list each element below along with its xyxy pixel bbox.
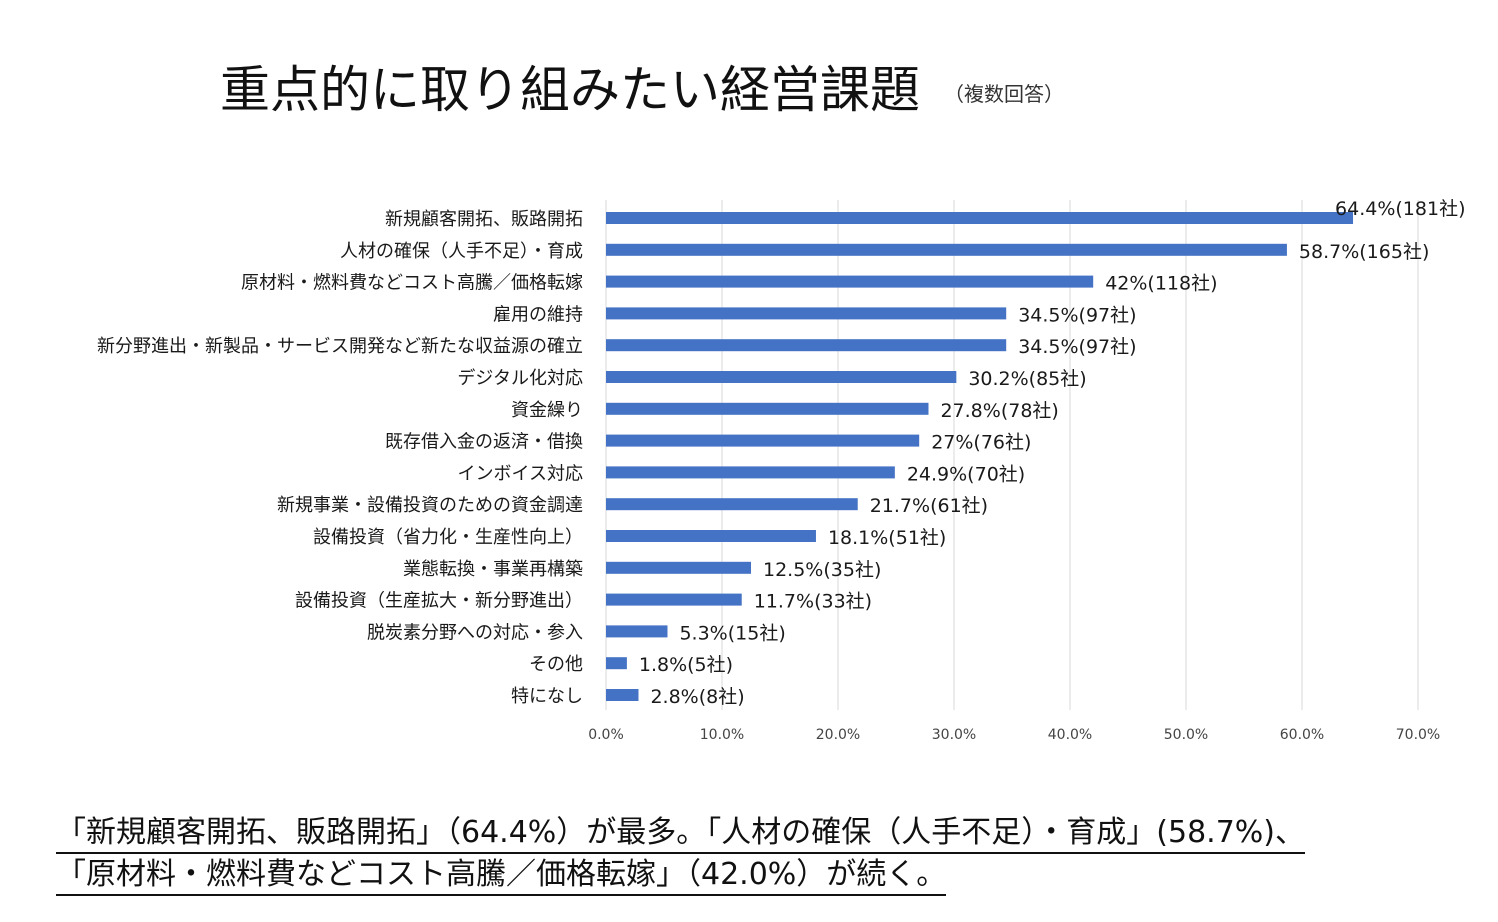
chart-subtitle: （複数回答） [944,82,1064,106]
category-label: デジタル化対応 [457,368,583,389]
category-label: 資金繰り [511,400,583,421]
bar [606,339,1007,352]
data-label: 58.7%(165社) [1299,241,1429,263]
category-label: 設備投資（省力化・生産性向上） [313,527,583,548]
data-label: 27.8%(78社) [940,400,1058,422]
summary-text: 「新規顧客開拓、販路開拓」（64.4%）が最多。「人材の確保（人手不足）・育成」… [56,812,1486,896]
bar-chart: 0.0% 10.0% 20.0% 30.0% 40.0% 50.0% 60.0% 70.0% 新… [97,198,1465,743]
category-label: その他 [529,654,583,675]
bar [606,307,1007,320]
x-tick-label: 30.0% [932,727,976,743]
category-label: 設備投資（生産拡大・新分野進出） [295,591,583,612]
data-label: 2.8%(8社) [650,686,744,708]
category-label: 新規顧客開拓、販路開拓 [385,209,583,230]
category-label: インボイス対応 [458,463,583,484]
bar [606,657,627,670]
x-tick-label: 70.0% [1396,727,1440,743]
data-label: 24.9%(70社) [907,463,1025,485]
data-label: 42%(118社) [1105,273,1217,295]
category-label: 特になし [511,686,583,707]
bar [606,466,895,479]
category-label: 雇用の維持 [493,304,583,325]
bar [606,371,957,383]
data-label: 11.7%(33社) [754,591,872,613]
bar [606,689,639,701]
data-label: 34.5%(97社) [1018,304,1136,326]
category-label: 人材の確保（人手不足）・育成 [340,241,583,262]
bar [606,212,1354,224]
data-label: 64.4%(181社) [1335,198,1465,220]
x-tick-label: 40.0% [1048,727,1092,743]
summary-line-2: 「原材料・燃料費などコスト高騰／価格転嫁」（42.0%）が続く。 [56,856,947,896]
data-label: 5.3%(15社) [679,622,785,644]
category-label: 脱炭素分野への対応・参入 [367,622,583,643]
category-label: 既存借入金の返済・借換 [385,432,583,453]
bar [606,275,1094,288]
x-tick-label: 60.0% [1280,727,1324,743]
data-label: 21.7%(61社) [870,495,988,517]
category-label: 新分野進出・新製品・サービス開発など新たな収益源の確立 [97,336,583,357]
bar [606,530,816,542]
data-label: 27%(76社) [931,432,1031,454]
data-label: 1.8%(5社) [639,654,733,676]
data-label: 12.5%(35社) [763,559,881,581]
chart-title: 重点的に取り組みたい経営課題 [220,61,920,119]
category-label: 新規事業・設備投資のための資金調達 [277,495,583,516]
category-label: 原材料・燃料費などコスト高騰／価格転嫁 [241,273,583,294]
data-label: 34.5%(97社) [1018,336,1136,358]
category-label: 業態転換・事業再構築 [403,559,583,580]
bar [606,402,929,415]
bar [606,243,1287,256]
chart-header: 重点的に取り組みたい経営課題 （複数回答） [220,50,1064,122]
x-tick-label: 0.0% [588,727,624,743]
bar [606,434,920,447]
summary-line-1: 「新規顧客開拓、販路開拓」（64.4%）が最多。「人材の確保（人手不足）・育成」… [56,814,1306,854]
x-tick-label: 10.0% [700,727,744,743]
data-label: 18.1%(51社) [828,527,946,549]
bar [606,625,668,638]
bar [606,593,742,606]
x-tick-label: 50.0% [1164,727,1208,743]
data-label: 30.2%(85社) [968,368,1086,390]
bar [606,498,858,511]
x-tick-label: 20.0% [816,727,860,743]
bar [606,561,751,574]
